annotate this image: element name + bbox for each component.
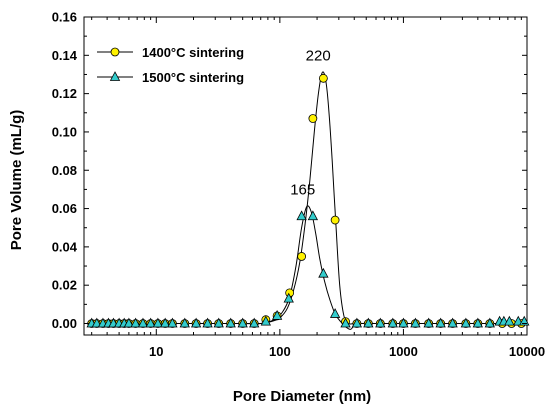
marker-layer — [86, 73, 530, 328]
series-2-point — [167, 317, 178, 328]
y-tick-label: 0.02 — [52, 278, 77, 293]
y-tick-label: 0.08 — [52, 163, 77, 178]
x-tick-label: 10 — [149, 344, 163, 359]
series-2-point — [363, 317, 374, 328]
y-tick-label: 0.06 — [52, 201, 77, 216]
x-tick-label: 10000 — [509, 344, 545, 359]
legend-label-2: 1500°C sintering — [142, 70, 244, 85]
peak-annotation-1: 220 — [306, 48, 331, 65]
series-2-point — [318, 267, 329, 278]
legend-label-1: 1400°C sintering — [142, 45, 244, 60]
series-2-point — [225, 317, 236, 328]
y-tick-label: 0.00 — [52, 316, 77, 331]
series-2-point — [504, 315, 515, 326]
series-2-point — [283, 292, 294, 303]
legend: 1400°C sintering 1500°C sintering — [97, 45, 244, 85]
series-2-point — [213, 317, 224, 328]
series-2-point — [329, 308, 341, 318]
series-1-point — [330, 215, 340, 225]
series-2-point — [202, 317, 213, 328]
y-tick-label: 0.04 — [52, 239, 78, 254]
series-2-point — [91, 317, 102, 328]
x-tick-label: 1000 — [389, 344, 418, 359]
y-tick-label: 0.16 — [52, 10, 77, 25]
series-2-point — [472, 317, 483, 328]
series-2-point — [130, 317, 141, 328]
y-tick-label: 0.14 — [52, 48, 78, 63]
axis-layer: 0.00 0.02 0.04 0.06 0.08 0.10 0.12 0.14 0.16 10 10… — [52, 10, 545, 360]
series-2-point — [179, 317, 190, 328]
series-2-point — [423, 317, 434, 328]
plot-frame — [83, 16, 528, 336]
series-2-point — [307, 210, 319, 221]
series-2-point — [152, 317, 164, 328]
series-2-point — [351, 317, 363, 328]
series-2-point — [375, 317, 386, 328]
series-1-point — [318, 73, 328, 83]
y-axis-title: Pore Volume (mL/g) — [8, 110, 25, 251]
x-axis-title: Pore Diameter (nm) — [233, 388, 371, 405]
series-2-point — [123, 317, 135, 328]
series-2-point — [271, 309, 283, 320]
y-tick-label: 0.10 — [52, 124, 77, 139]
series-2-point — [237, 317, 248, 328]
series-2-point — [447, 317, 458, 328]
series-2-point — [190, 317, 202, 328]
series-2-point — [484, 317, 495, 328]
peak-annotation-2: 165 — [290, 182, 315, 199]
legend-marker-1 — [110, 47, 120, 57]
plot-layer — [83, 16, 528, 336]
series-2-point — [249, 317, 260, 328]
legend-marker-2 — [109, 71, 121, 81]
series-2-point — [387, 317, 398, 328]
series-2-point — [296, 210, 307, 221]
series-1-point — [297, 252, 307, 261]
series-2-point — [410, 317, 421, 328]
series-2-point — [398, 317, 409, 328]
series-2-point — [460, 317, 472, 328]
series-2-point — [260, 315, 271, 326]
series-2-point — [137, 317, 149, 328]
series-1-point — [308, 114, 318, 123]
x-tick-label: 100 — [269, 344, 291, 359]
series-2-point — [145, 317, 156, 328]
series-2-point — [160, 317, 171, 328]
series-2-point — [340, 317, 351, 328]
y-tick-label: 0.12 — [52, 86, 77, 101]
series-2-point — [519, 315, 530, 326]
annotation-layer: 220 165 — [290, 48, 330, 199]
series-2-point — [435, 317, 446, 328]
